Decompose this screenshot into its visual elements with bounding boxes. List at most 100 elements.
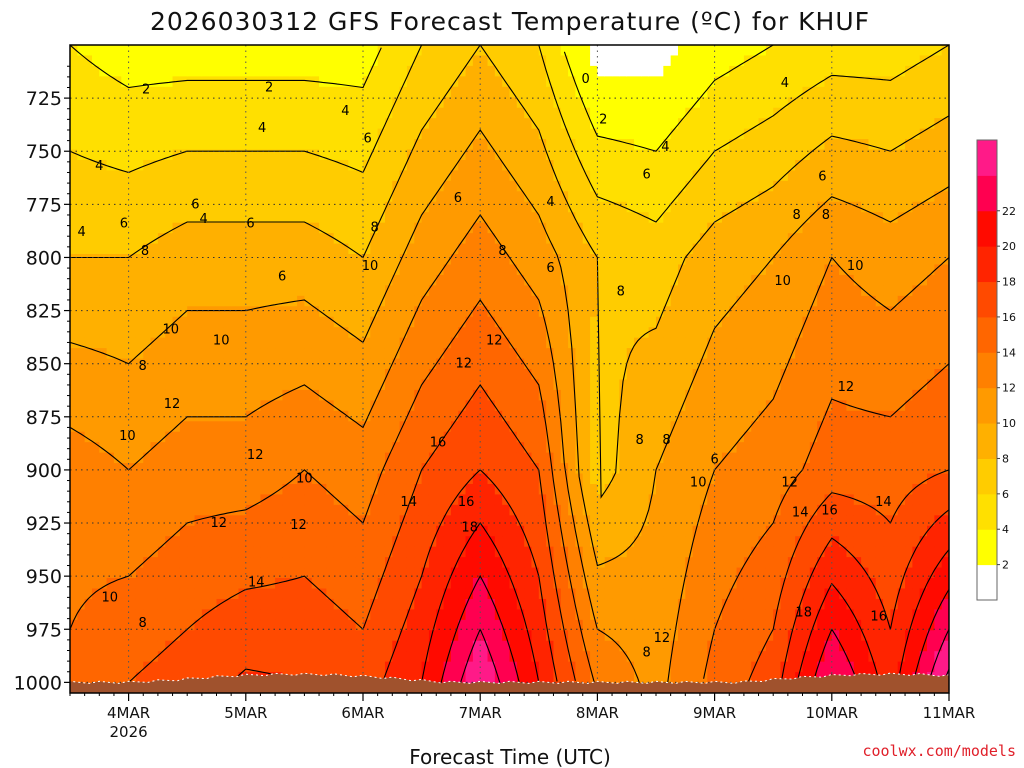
field-cell	[187, 536, 196, 548]
field-cell	[231, 473, 240, 485]
field-cell	[260, 567, 269, 579]
field-cell	[143, 170, 152, 182]
field-cell	[516, 379, 525, 391]
field-cell	[84, 348, 93, 360]
field-cell	[209, 264, 218, 276]
field-cell	[363, 316, 371, 328]
field-cell	[326, 316, 335, 328]
field-cell	[575, 578, 584, 590]
field-cell	[568, 295, 577, 307]
field-cell	[399, 212, 408, 224]
field-cell	[509, 640, 518, 652]
field-cell	[590, 222, 598, 234]
field-cell	[319, 65, 327, 77]
field-cell	[216, 327, 225, 339]
field-cell	[70, 65, 78, 77]
field-cell	[406, 358, 415, 370]
field-cell	[326, 640, 335, 652]
field-cell	[458, 285, 467, 297]
field-cell	[458, 254, 467, 266]
field-cell	[641, 107, 650, 119]
field-cell	[568, 180, 577, 192]
field-cell	[282, 86, 291, 98]
field-cell	[106, 86, 115, 98]
field-cell	[209, 525, 218, 537]
field-cell	[399, 515, 408, 527]
field-cell	[399, 233, 408, 245]
field-cell	[612, 65, 620, 77]
field-cell	[626, 337, 635, 349]
field-cell	[648, 159, 657, 172]
field-cell	[275, 254, 284, 266]
field-cell	[414, 306, 423, 318]
field-cell	[502, 452, 511, 464]
field-cell	[245, 651, 254, 663]
field-cell	[377, 389, 386, 401]
field-cell	[106, 233, 115, 245]
field-cell	[333, 65, 342, 77]
field-cell	[619, 379, 628, 391]
field-cell	[363, 379, 371, 391]
field-cell	[414, 97, 423, 109]
field-cell	[531, 379, 540, 391]
field-cell	[648, 149, 657, 161]
field-cell	[465, 118, 474, 130]
field-cell	[341, 494, 349, 506]
field-cell	[238, 65, 247, 77]
field-cell	[531, 86, 540, 98]
field-cell	[480, 159, 489, 172]
field-cell	[289, 233, 298, 245]
field-cell	[238, 45, 247, 57]
field-cell	[333, 473, 342, 485]
field-cell	[223, 264, 232, 276]
field-cell	[282, 118, 291, 130]
field-cell	[106, 316, 115, 328]
field-cell	[531, 337, 540, 349]
field-cell	[128, 504, 137, 516]
field-cell	[121, 118, 130, 130]
field-cell	[443, 191, 452, 203]
field-cell	[494, 494, 503, 506]
field-cell	[99, 442, 108, 454]
field-cell	[377, 243, 386, 255]
field-cell	[135, 546, 144, 558]
field-cell	[216, 254, 225, 266]
field-cell	[77, 609, 86, 621]
field-cell	[143, 316, 152, 328]
field-cell	[392, 222, 401, 234]
field-cell	[348, 578, 357, 590]
field-cell	[91, 118, 100, 130]
field-cell	[201, 201, 210, 213]
field-cell	[289, 337, 298, 349]
field-cell	[634, 630, 642, 642]
field-cell	[575, 431, 584, 443]
field-cell	[590, 316, 598, 328]
field-cell	[253, 421, 262, 433]
field-cell	[275, 128, 284, 140]
field-cell	[113, 421, 122, 433]
field-cell	[165, 389, 174, 401]
field-cell	[253, 149, 262, 161]
field-cell	[289, 421, 298, 433]
field-cell	[253, 369, 262, 381]
field-cell	[524, 139, 533, 151]
field-cell	[421, 348, 430, 360]
field-cell	[319, 442, 327, 454]
field-cell	[494, 55, 503, 67]
field-cell	[260, 619, 269, 631]
field-cell	[406, 295, 415, 307]
field-cell	[553, 107, 562, 119]
field-cell	[311, 369, 320, 381]
field-cell	[77, 97, 86, 109]
field-cell	[465, 212, 474, 224]
field-cell	[428, 149, 437, 161]
field-cell	[399, 609, 408, 621]
field-cell	[612, 264, 620, 276]
field-cell	[590, 191, 598, 203]
field-cell	[275, 525, 284, 537]
field-cell	[443, 473, 452, 485]
field-cell	[121, 149, 130, 161]
field-cell	[121, 442, 130, 454]
field-cell	[216, 212, 225, 224]
field-cell	[524, 400, 533, 412]
